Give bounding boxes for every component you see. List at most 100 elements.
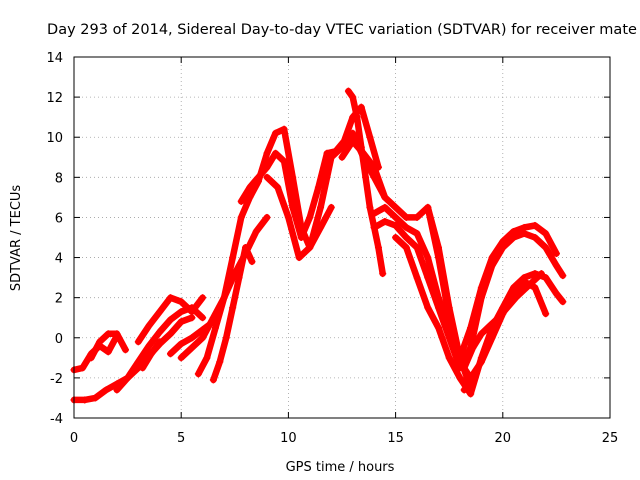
series-pass-t-trace [460,380,477,394]
plot-frame [73,56,611,419]
x-axis-label: GPS time / hours [286,460,395,475]
data-point [381,217,389,225]
data-point [467,374,475,382]
data-point [306,213,314,221]
data-point [317,203,325,211]
data-point [413,274,421,282]
x-tick-label: 25 [602,431,619,446]
y-tick-label: 0 [55,332,63,347]
data-point [177,298,185,306]
data-point [520,229,528,237]
y-tick-label: 8 [55,171,63,186]
data-point [166,294,174,302]
y-tick-label: -4 [50,412,63,427]
data-point [263,213,271,221]
data-point [177,308,185,316]
data-point [102,386,110,394]
data-point [445,314,453,322]
data-point [349,93,357,101]
data-point [512,294,520,302]
data-point [477,358,485,366]
data-point [156,338,164,346]
data-point [139,364,147,372]
data-point [374,244,382,252]
data-point [413,244,421,252]
data-point [460,364,468,372]
data-point [229,304,237,312]
data-point [359,149,367,157]
data-point [96,338,104,346]
data-point [314,183,322,191]
data-point [306,244,314,252]
data-point [104,348,112,356]
y-tick-label: -2 [50,372,63,387]
data-point [246,183,254,191]
data-point [203,354,211,362]
data-point [166,350,174,358]
data-point [503,304,511,312]
data-point [488,334,496,342]
data-point [434,304,442,312]
data-point [166,316,174,324]
data-point [199,334,207,342]
data-point [424,254,432,262]
data-point [188,334,196,342]
data-point [237,197,245,205]
data-point [323,149,331,157]
data-point [79,364,87,372]
data-point [254,173,262,181]
data-point [237,213,245,221]
chart-title: Day 293 of 2014, Sidereal Day-to-day VTE… [47,22,637,38]
data-point [357,103,365,111]
data-point [542,310,550,318]
data-point [91,394,99,402]
data-point [559,272,567,280]
data-point [424,203,432,211]
data-point [272,129,280,137]
data-point [199,314,207,322]
data-point [445,354,453,362]
data-point [424,304,432,312]
data-point [392,213,400,221]
data-point [340,137,348,145]
data-point [542,274,550,282]
x-tick-label: 20 [495,431,512,446]
data-point [124,374,132,382]
data-point [537,270,545,278]
data-point [235,274,243,282]
data-point [156,328,164,336]
data-point [344,87,352,95]
data-point [263,163,271,171]
data-point [280,157,288,165]
data-point [242,244,250,252]
data-point [456,358,464,366]
data-point [327,203,335,211]
data-point [274,183,282,191]
x-tick-label: 15 [387,431,404,446]
data-point [284,213,292,221]
data-point [469,344,477,352]
data-point [220,294,228,302]
data-point [177,354,185,362]
data-point [272,149,280,157]
data-point [177,340,185,348]
data-point [510,227,518,235]
series-pass-r-trace [424,204,549,382]
data-point [212,324,220,332]
data-point [552,262,560,270]
data-point [188,314,196,322]
data-point [495,314,503,322]
data-point [349,137,357,145]
data-point [332,147,340,155]
data-point [477,330,485,338]
data-point [402,213,410,221]
data-point [229,254,237,262]
data-point [147,350,155,358]
data-point [381,193,389,201]
data-point [194,370,202,378]
y-tick-label: 6 [55,211,63,226]
data-point [434,324,442,332]
data-point [392,234,400,241]
data-point [362,173,370,181]
data-point [81,396,89,404]
